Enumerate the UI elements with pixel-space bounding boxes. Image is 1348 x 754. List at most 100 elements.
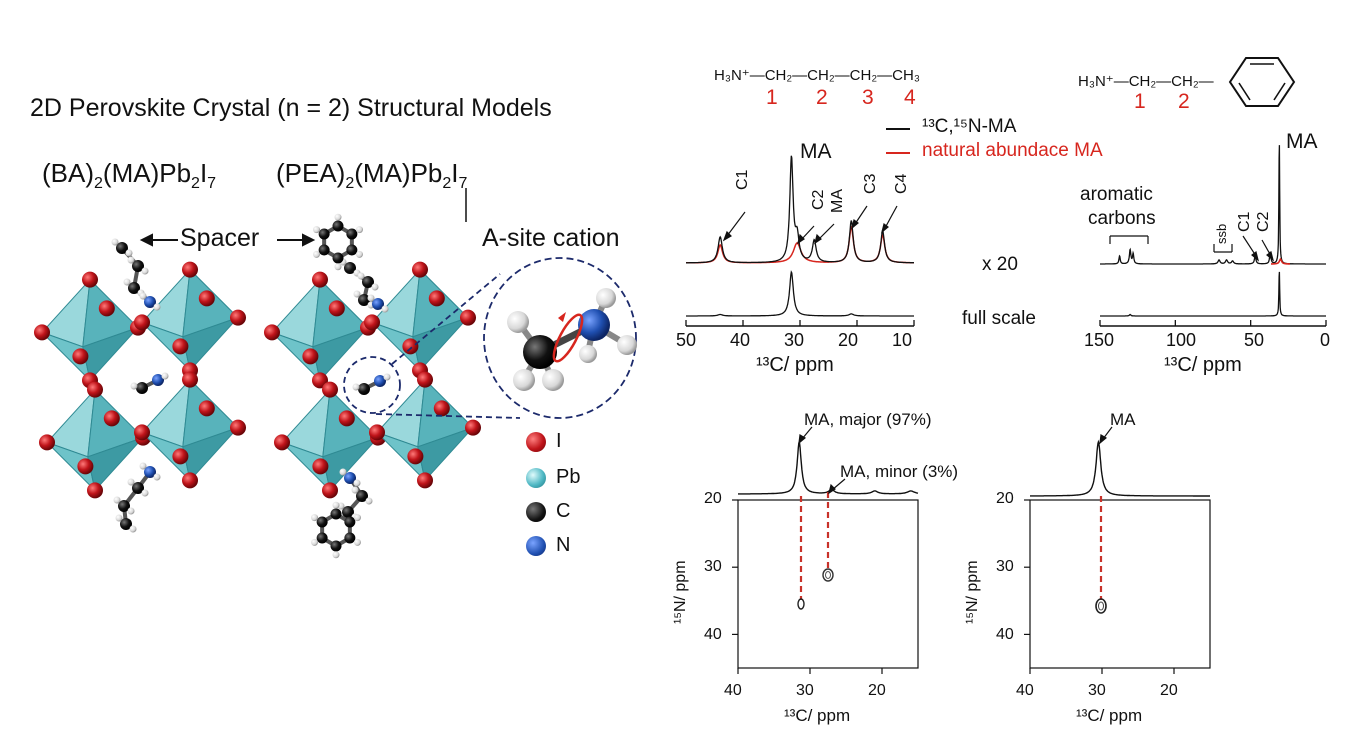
iodide-atom — [77, 458, 94, 475]
hydrogen-atom — [139, 292, 147, 300]
carbon-atom — [358, 383, 370, 395]
iodide-atom — [465, 419, 481, 436]
carbon-atom — [346, 244, 358, 256]
hydrogen-atom — [111, 238, 119, 246]
carbon-atom — [342, 506, 354, 518]
hydrogen-atom — [339, 468, 347, 476]
hydrogen-atom — [141, 489, 149, 497]
hydrogen-atom — [127, 256, 135, 264]
hetcor-left-projection — [738, 441, 919, 495]
iodine-ball-icon — [526, 432, 546, 452]
hydrogen-atom — [127, 507, 135, 515]
iodide-atom — [322, 381, 338, 398]
octahedron-face — [417, 427, 474, 482]
hydrogen-atom — [353, 290, 361, 298]
carbon-atom — [118, 500, 130, 512]
asite-cation-label: A-site cation — [482, 224, 620, 252]
iodide-atom — [182, 472, 198, 489]
iodide-atom — [87, 482, 103, 499]
carbon-atom — [316, 532, 328, 544]
hydrogen-atom — [129, 525, 137, 533]
zoom-line-top — [391, 273, 501, 365]
legend-line-natural — [886, 152, 910, 154]
carbon-atom — [344, 516, 356, 528]
lead-ball-icon — [526, 468, 546, 488]
nitrogen-atom — [372, 298, 384, 310]
iodide-atom — [230, 419, 246, 436]
peak-label-ma-left: MA — [800, 140, 832, 163]
c13-right-fullscale-trace — [1100, 271, 1326, 317]
hydrogen-atom — [311, 538, 319, 546]
hetcor-left-y-label: ¹⁵N/ ppm — [672, 560, 689, 624]
peak-label-ssb: ssb — [1214, 223, 1229, 244]
carbon-atom — [136, 382, 148, 394]
hetcor-right-ticks — [1024, 499, 1175, 674]
hydrogen-atom — [130, 382, 138, 390]
model-ba-formula: (BA)2(MA)Pb2I7 — [42, 158, 217, 193]
c13-right-ticks — [1099, 320, 1327, 326]
peak-label-aromatic: aromatic — [1080, 184, 1153, 205]
peak-label-ma2-left: MA — [829, 189, 846, 213]
iodide-atom — [302, 348, 319, 365]
hetcor-right-projection — [1030, 439, 1210, 497]
atom-legend: I Pb C N — [520, 428, 590, 558]
hydrogen-atom — [355, 226, 363, 234]
iodide-atom — [338, 410, 355, 427]
iodide-atom — [230, 309, 246, 326]
hetcor-right-y-label: ¹⁵N/ ppm — [964, 560, 981, 624]
hydrogen-atom — [153, 473, 161, 481]
iodide-atom — [433, 400, 450, 417]
model-pea-formula: (PEA)2(MA)Pb2I7 — [276, 158, 468, 193]
octahedron-face — [87, 437, 144, 492]
hydrogen-atom — [355, 250, 363, 258]
peak-label-c2-right: C2 — [1255, 211, 1272, 232]
hydrogen-atom — [334, 213, 342, 221]
iodide-atom — [417, 472, 433, 489]
hydrogen-atom — [153, 303, 161, 311]
hydrogen-atom — [313, 250, 321, 258]
figure-title: 2D Perovskite Crystal (n = 2) Structural… — [30, 94, 552, 122]
hydrogen-atom — [123, 278, 131, 286]
hydrogen-atom — [353, 514, 361, 522]
iodide-atom — [39, 434, 55, 451]
hetcor-left-frame — [737, 499, 919, 669]
c13-left-tick-labels: 50 40 30 20 10 — [676, 330, 913, 350]
nitrogen-atom — [374, 375, 386, 387]
iodide-atom — [312, 271, 328, 288]
iodide-atom — [87, 381, 103, 398]
iodide-atom — [428, 290, 445, 307]
carbon-atom — [346, 228, 358, 240]
carbon-atom — [344, 532, 356, 544]
iodide-atom — [134, 314, 150, 331]
peak-label-ma-right: MA — [1286, 130, 1318, 153]
c13-left-ticks — [685, 320, 915, 326]
c13-panel-background — [676, 58, 1332, 388]
hetcor-right-peak — [1095, 598, 1107, 614]
hydrogen-atom — [313, 226, 321, 234]
nitrogen-atom — [144, 296, 156, 308]
carbon-atom — [316, 516, 328, 528]
carbon-atom — [132, 482, 144, 494]
nitrogen-atom — [344, 472, 356, 484]
peak-label-c4-left: C4 — [893, 173, 910, 194]
c13-left-labeled-trace — [686, 155, 914, 264]
iodide-atom — [98, 300, 115, 317]
iodide-atom — [134, 424, 150, 441]
hydrogen-atom — [311, 514, 319, 522]
iodide-atom — [264, 324, 280, 341]
carbon-atom — [356, 490, 368, 502]
spacer-arrows — [139, 233, 316, 247]
ba-carbon-numbers: 1 2 3 4 — [766, 86, 916, 109]
hetcor-left-ticks — [732, 499, 883, 674]
peak-label-c1-left: C1 — [734, 169, 751, 190]
hetcor-right-x-ticks: 40 30 20 — [1016, 682, 1178, 699]
hydrogen-atom — [367, 294, 375, 302]
carbon-atom — [332, 252, 344, 264]
carbon-atom — [132, 260, 144, 272]
methylammonium-model — [507, 288, 637, 391]
iodide-atom — [34, 324, 50, 341]
iodide-atom — [103, 410, 120, 427]
iodide-atom — [364, 314, 380, 331]
hydrogen-atom — [141, 267, 149, 275]
scale-label-x20: x 20 — [982, 254, 1018, 275]
